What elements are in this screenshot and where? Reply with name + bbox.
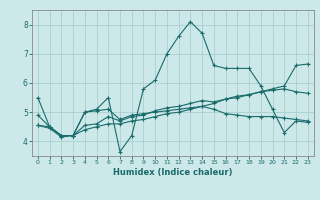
X-axis label: Humidex (Indice chaleur): Humidex (Indice chaleur)	[113, 168, 233, 177]
